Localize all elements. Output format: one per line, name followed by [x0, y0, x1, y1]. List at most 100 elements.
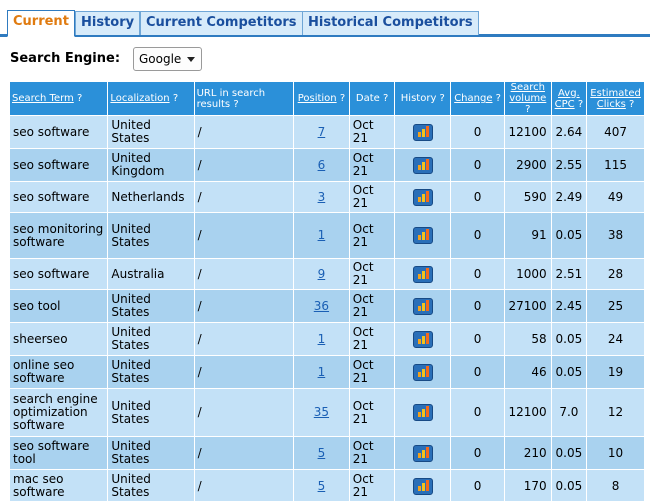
bar-chart-icon[interactable]	[412, 297, 433, 315]
tab-history[interactable]: History	[75, 11, 141, 35]
cell-localization: Netherlands	[107, 181, 195, 213]
position-link[interactable]: 7	[317, 124, 326, 139]
cell-change: 0	[450, 436, 505, 470]
table-row: mac seo software United States/ 5 Oct 21 0 17…	[8, 469, 645, 501]
sort-search-term-link[interactable]: Search Term	[12, 93, 74, 104]
table-row: seo tool United States/ 36 Oct 21 0 27100 2.45…	[8, 289, 645, 323]
cell-search-volume: 590	[503, 181, 552, 213]
position-link[interactable]: 1	[317, 364, 326, 379]
col-date: Date ?	[348, 81, 396, 116]
col-position[interactable]: Position ?	[293, 81, 350, 116]
bar-chart-icon[interactable]	[412, 188, 433, 206]
bar-chart-icon[interactable]	[412, 156, 433, 174]
bar-chart-icon[interactable]	[412, 404, 433, 421]
cell-localization: United States	[107, 115, 195, 149]
search-engine-label: Search Engine:	[10, 51, 121, 66]
tab-current-competitors[interactable]: Current Competitors	[140, 11, 303, 35]
cell-position: 35	[293, 388, 350, 437]
sort-volume-link[interactable]: Search volume	[509, 82, 547, 104]
tab-historical-competitors[interactable]: Historical Competitors	[302, 11, 479, 35]
cell-avg-cpc: 2.45	[550, 289, 588, 323]
cell-estimated-clicks: 407	[586, 115, 645, 149]
help-icon[interactable]: ?	[525, 104, 531, 115]
help-icon[interactable]: ?	[495, 93, 501, 104]
cell-localization: Australia	[107, 258, 195, 290]
table-row: seo software Netherlands/ 3 Oct 21 0 590 2.49 4…	[8, 181, 645, 213]
help-icon[interactable]: ?	[629, 98, 635, 110]
position-link[interactable]: 5	[317, 478, 326, 493]
cell-avg-cpc: 0.05	[550, 436, 588, 470]
cell-history	[394, 355, 452, 389]
col-avg-cpc[interactable]: Avg. CPC ?	[550, 81, 588, 116]
position-link[interactable]: 9	[317, 266, 326, 281]
position-link[interactable]: 3	[317, 189, 326, 204]
cell-estimated-clicks: 38	[586, 212, 645, 259]
cell-search-volume: 1000	[503, 258, 552, 290]
cell-search-term: online seo software	[8, 355, 109, 389]
sort-cpc-link[interactable]: Avg. CPC	[554, 87, 580, 110]
cell-url: /	[193, 181, 295, 213]
cell-avg-cpc: 2.51	[550, 258, 588, 290]
bar-chart-icon[interactable]	[412, 477, 433, 495]
position-link[interactable]: 1	[317, 331, 326, 346]
cell-date: Oct 21	[348, 322, 396, 356]
help-icon[interactable]: ?	[233, 98, 239, 110]
bar-chart-icon[interactable]	[412, 330, 433, 348]
help-icon[interactable]: ?	[577, 98, 584, 110]
cell-search-volume: 2900	[503, 148, 552, 182]
cell-search-term: seo software	[8, 115, 109, 149]
cell-date: Oct 21	[348, 148, 396, 182]
cell-url: /	[193, 212, 295, 259]
col-search-term[interactable]: Search Term ?	[8, 81, 109, 116]
table-row: online seo software United States/ 1 Oct 21…	[8, 355, 645, 389]
sort-position-link[interactable]: Position	[297, 93, 337, 104]
cell-estimated-clicks: 115	[586, 148, 645, 182]
bar-chart-icon[interactable]	[412, 265, 433, 283]
cell-avg-cpc: 0.05	[550, 355, 588, 389]
cell-avg-cpc: 2.64	[550, 115, 588, 149]
help-icon[interactable]: ?	[383, 93, 389, 104]
bar-chart-icon[interactable]	[412, 123, 433, 141]
position-link[interactable]: 6	[317, 157, 326, 172]
position-link[interactable]: 36	[313, 298, 330, 313]
cell-change: 0	[450, 388, 505, 437]
sort-change-link[interactable]: Change	[454, 93, 493, 104]
bar-chart-icon[interactable]	[412, 227, 433, 244]
col-localization[interactable]: Localization ?	[107, 81, 195, 116]
cell-avg-cpc: 0.05	[550, 212, 588, 259]
tab-current[interactable]: Current	[7, 10, 75, 37]
col-change[interactable]: Change ?	[450, 81, 505, 116]
cell-url: /	[193, 258, 295, 290]
cell-change: 0	[450, 212, 505, 259]
col-history: History ?	[394, 81, 452, 116]
sort-localization-link[interactable]: Localization	[110, 93, 170, 104]
date-header-label: Date	[355, 93, 380, 104]
help-icon[interactable]: ?	[172, 93, 179, 104]
cell-estimated-clicks: 12	[586, 388, 645, 437]
cell-position: 1	[293, 322, 350, 356]
position-link[interactable]: 1	[317, 228, 326, 242]
bar-chart-icon[interactable]	[412, 444, 433, 462]
help-icon[interactable]: ?	[76, 93, 83, 104]
table-row: seo software United Kingdom/ 6 Oct 21 0 2900 2…	[8, 148, 645, 182]
cell-search-volume: 91	[503, 212, 552, 259]
position-link[interactable]: 35	[313, 405, 330, 419]
ranking-table: Search Term ? Localization ? URL in sear…	[8, 81, 645, 501]
cell-position: 3	[293, 181, 350, 213]
col-estimated-clicks[interactable]: Estimated Clicks ?	[586, 81, 645, 116]
col-url: URL in search results ?	[193, 81, 295, 116]
cell-localization: United States	[107, 355, 195, 389]
bar-chart-icon[interactable]	[412, 363, 433, 381]
cell-position: 6	[293, 148, 350, 182]
cell-url: /	[193, 115, 295, 149]
cell-position: 9	[293, 258, 350, 290]
cell-history	[394, 115, 452, 149]
sort-clicks-link[interactable]: Estimated Clicks	[590, 87, 641, 110]
cell-change: 0	[450, 322, 505, 356]
cell-change: 0	[450, 469, 505, 501]
help-icon[interactable]: ?	[439, 93, 445, 104]
search-engine-select[interactable]: Google	[133, 47, 202, 71]
col-search-volume[interactable]: Search volume ?	[503, 81, 552, 116]
position-link[interactable]: 5	[317, 445, 326, 460]
help-icon[interactable]: ?	[339, 93, 346, 104]
